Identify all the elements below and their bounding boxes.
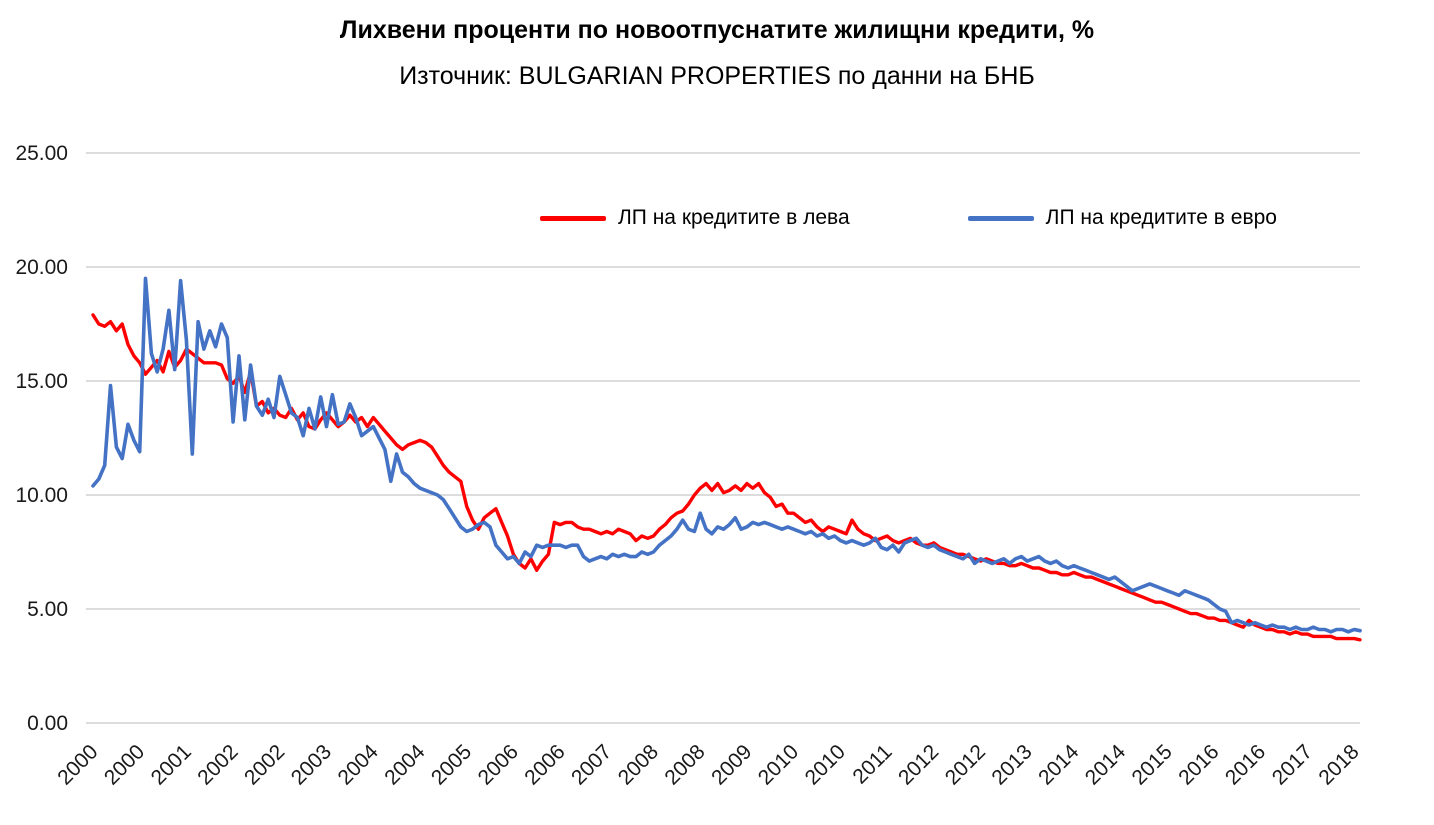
- svg-text:2018: 2018: [1314, 740, 1363, 789]
- svg-text:2007: 2007: [567, 740, 616, 789]
- svg-text:15.00: 15.00: [15, 370, 68, 393]
- svg-text:2002: 2002: [240, 740, 289, 789]
- svg-text:2008: 2008: [614, 740, 663, 789]
- svg-text:2012: 2012: [894, 740, 943, 789]
- legend-label-euro: ЛП на кредитите в евро: [1045, 206, 1277, 229]
- chart-legend: ЛП на кредитите в лева ЛП на кредитите в…: [540, 206, 1277, 230]
- svg-text:25.00: 25.00: [15, 142, 68, 165]
- chart-subtitle: Източник: BULGARIAN PROPERTIES по данни …: [399, 62, 1035, 90]
- svg-text:20.00: 20.00: [15, 256, 68, 279]
- euro-line-swatch-icon: [967, 215, 1034, 221]
- svg-text:2009: 2009: [707, 740, 756, 789]
- svg-text:5.00: 5.00: [27, 598, 68, 621]
- legend-label-leva: ЛП на кредитите в лева: [618, 206, 850, 229]
- svg-text:2010: 2010: [754, 740, 803, 789]
- svg-text:2016: 2016: [1221, 740, 1270, 789]
- leva-line-swatch-icon: [540, 215, 606, 221]
- svg-text:2001: 2001: [147, 740, 196, 789]
- svg-text:2004: 2004: [334, 740, 384, 790]
- svg-text:2002: 2002: [193, 740, 242, 789]
- svg-text:10.00: 10.00: [15, 484, 68, 507]
- svg-text:2000: 2000: [100, 740, 149, 789]
- svg-text:2013: 2013: [987, 740, 1036, 789]
- svg-text:2010: 2010: [801, 740, 850, 789]
- chart-title: Лихвени проценти по новоотпуснатите жили…: [339, 16, 1095, 44]
- svg-text:2015: 2015: [1128, 740, 1177, 789]
- legend-item-euro: ЛП на кредитите в евро: [967, 206, 1277, 230]
- svg-text:2005: 2005: [427, 740, 476, 789]
- svg-text:2000: 2000: [53, 740, 102, 789]
- svg-text:2006: 2006: [474, 740, 523, 789]
- svg-text:2011: 2011: [848, 740, 896, 788]
- svg-text:0.00: 0.00: [27, 712, 68, 735]
- svg-text:2006: 2006: [520, 740, 569, 789]
- svg-text:2003: 2003: [287, 740, 336, 789]
- svg-text:2016: 2016: [1174, 740, 1223, 789]
- legend-item-leva: ЛП на кредитите в лева: [540, 206, 850, 230]
- svg-text:2004: 2004: [380, 740, 430, 790]
- svg-text:2014: 2014: [1034, 740, 1084, 790]
- svg-text:2012: 2012: [941, 740, 990, 789]
- svg-text:2014: 2014: [1081, 740, 1131, 790]
- svg-text:2017: 2017: [1268, 740, 1317, 789]
- svg-text:2008: 2008: [660, 740, 709, 789]
